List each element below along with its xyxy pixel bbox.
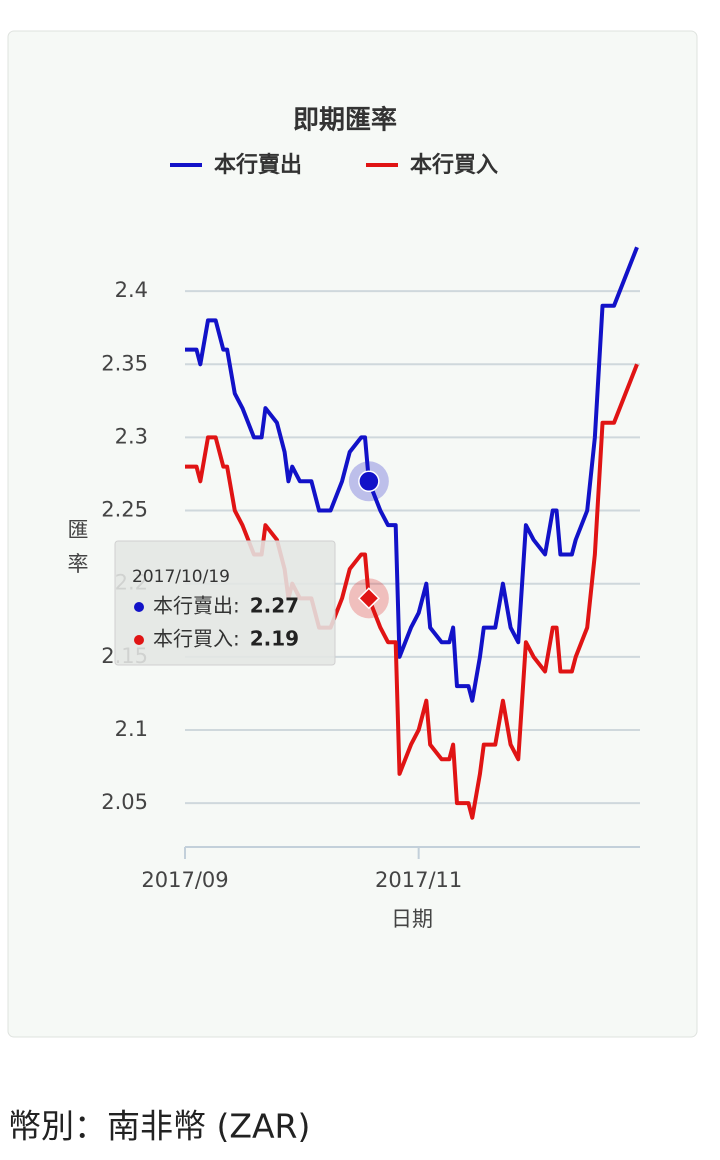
y-tick-label: 2.1	[115, 717, 148, 741]
y-tick-label: 2.05	[101, 790, 148, 814]
y-tick-label: 2.25	[101, 498, 148, 522]
tooltip-value: 2.19	[250, 627, 299, 651]
x-axis-label: 日期	[391, 907, 433, 931]
y-tick-label: 2.35	[101, 351, 148, 375]
x-tick-label: 2017/09	[141, 868, 228, 892]
card	[7, 30, 698, 1038]
tooltip-date: 2017/10/19	[132, 567, 230, 587]
y-tick-label: 2.4	[115, 278, 148, 302]
tooltip-label: 本行賣出:	[153, 594, 240, 618]
hover-marker	[357, 587, 380, 610]
tooltip-box	[114, 540, 336, 666]
legend-label: 本行賣出	[214, 152, 302, 178]
hover-marker	[358, 470, 380, 493]
tooltip-dot	[134, 635, 144, 645]
series-line	[185, 246, 639, 703]
legend-label: 本行買入	[410, 152, 498, 178]
x-tick-label: 2017/11	[375, 868, 462, 892]
tooltip-value: 2.27	[250, 594, 299, 618]
y-tick-label: 2.3	[115, 424, 148, 448]
y-axis-label: 匯率	[68, 518, 89, 576]
tooltip-dot	[134, 602, 144, 612]
footer: 幣別：南非幣 (ZAR)	[8, 1107, 310, 1146]
chart-title: 即期匯率	[293, 105, 397, 136]
tooltip-label: 本行買入:	[153, 627, 240, 651]
